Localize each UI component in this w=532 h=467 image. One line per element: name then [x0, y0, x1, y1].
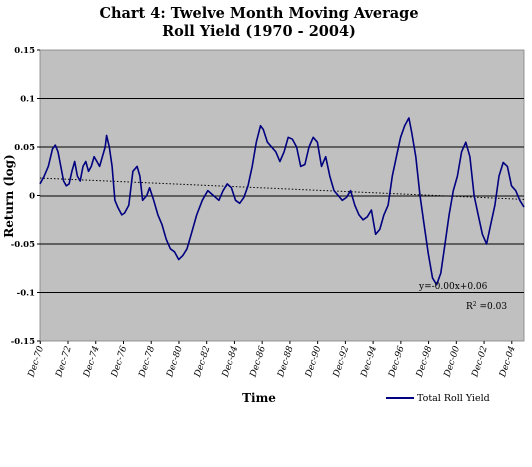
x-tick-label: Dec-76: [110, 345, 130, 380]
x-tick-label: Dec-70: [26, 345, 46, 380]
x-tick-label: Dec-80: [165, 345, 185, 380]
y-tick-label: 0.15: [14, 46, 35, 56]
trendline-equation: y=-0.00x+0.06: [418, 282, 488, 292]
x-tick-label: Dec-74: [82, 345, 102, 380]
x-tick-label: Dec-94: [359, 345, 379, 380]
x-tick-label: Dec-98: [415, 345, 435, 380]
x-tick-label: Dec-78: [137, 345, 157, 380]
legend-label-total-roll-yield: Total Roll Yield: [417, 393, 490, 404]
y-tick-label: 0.1: [20, 95, 35, 105]
y-tick-label: -0.15: [11, 337, 35, 347]
y-tick-label: 0.05: [14, 143, 35, 153]
legend: Total Roll Yield: [386, 393, 490, 404]
x-tick-label: Dec-92: [331, 345, 351, 380]
y-tick-label: -0.1: [17, 289, 35, 299]
x-tick-label: Dec-00: [442, 345, 462, 380]
chart-subtitle: Roll Yield (1970 - 2004): [162, 23, 356, 40]
trendline: [39, 177, 525, 200]
x-tick-label: Dec-72: [54, 345, 74, 380]
y-tick-label: 0: [29, 192, 35, 202]
series-line-total-roll-yield: [39, 117, 525, 286]
x-axis-ticks: Dec-70 Dec-72 Dec-74 Dec-76 Dec-78 Dec-80 Dec-…: [26, 341, 518, 380]
x-tick-label: Dec-96: [387, 345, 407, 380]
x-tick-label: Dec-90: [304, 345, 324, 380]
x-axis-label: Time: [242, 391, 276, 405]
y-axis-label: Return (log): [2, 154, 16, 237]
x-tick-label: Dec-82: [193, 345, 213, 380]
chart-title: Chart 4: Twelve Month Moving Average: [99, 5, 418, 22]
r-squared-label: R2 =0.03: [466, 301, 507, 313]
gridlines: [40, 98, 524, 293]
y-tick-label: -0.05: [11, 240, 35, 250]
x-tick-label: Dec-84: [221, 345, 241, 380]
x-tick-label: Dec-04: [498, 345, 518, 380]
y-axis-ticks: -0.15 -0.1 -0.05 0 0.05 0.1 0.15: [11, 46, 40, 347]
x-tick-label: Dec-88: [276, 345, 296, 380]
x-tick-label: Dec-86: [248, 345, 268, 380]
x-tick-label: Dec-02: [470, 345, 490, 380]
